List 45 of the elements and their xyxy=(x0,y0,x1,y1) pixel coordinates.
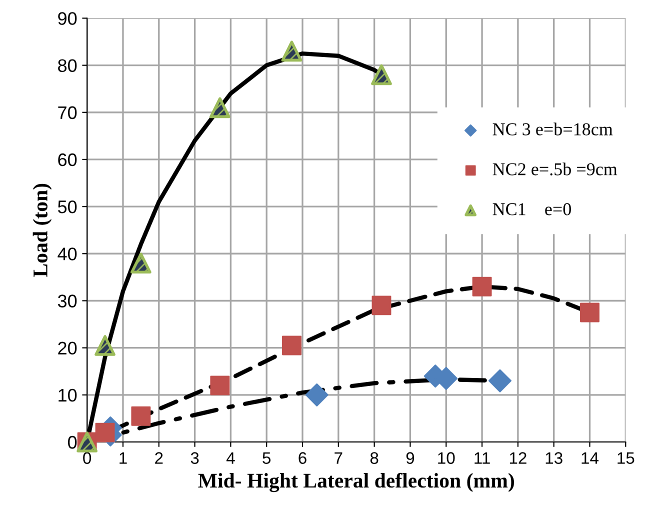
point xyxy=(371,64,392,86)
point xyxy=(372,296,392,316)
y-tick-label: 10 xyxy=(58,388,77,402)
legend-label: NC2 e=.5b =9cm xyxy=(492,162,618,176)
y-tick-label: 50 xyxy=(58,200,77,214)
point xyxy=(131,406,151,426)
x-tick-label: 3 xyxy=(190,452,199,464)
point xyxy=(281,40,302,62)
y-tick-label: 80 xyxy=(58,59,77,72)
x-tick-label: 2 xyxy=(155,452,163,464)
y-tick-label: 20 xyxy=(58,342,77,355)
x-tick-label: 12 xyxy=(510,452,526,464)
point xyxy=(580,302,600,322)
legend-label: NC 3 e=b=18cm xyxy=(492,122,613,136)
x-tick-label: 9 xyxy=(406,452,414,464)
y-axis-title: Load (ton) xyxy=(32,184,52,277)
point xyxy=(94,335,116,356)
x-axis-title: Mid- Hight Lateral deflection (mm) xyxy=(198,472,514,492)
x-tick-label: 1 xyxy=(120,452,127,464)
x-tick-label: 6 xyxy=(298,452,306,464)
x-tick-label: 7 xyxy=(334,452,342,464)
legend-label: NC1 e=0 xyxy=(492,203,571,216)
x-tick-label: 5 xyxy=(262,452,271,464)
x-tick-label: 14 xyxy=(582,452,599,464)
y-tick-label: 90 xyxy=(58,12,77,25)
x-tick-label: 11 xyxy=(474,452,490,464)
y-tick-label: 40 xyxy=(58,248,77,260)
y-tick-label: 0 xyxy=(68,436,77,449)
point xyxy=(282,336,302,356)
x-tick-label: 8 xyxy=(370,452,378,464)
x-tick-label: 0 xyxy=(83,452,92,464)
y-tick-label: 30 xyxy=(58,294,77,308)
x-tick-label: 15 xyxy=(618,452,634,464)
x-tick-label: 13 xyxy=(546,452,562,464)
point xyxy=(305,383,328,406)
point xyxy=(210,97,230,118)
point xyxy=(130,252,152,274)
x-tick-label: 10 xyxy=(438,452,455,464)
y-tick-label: 60 xyxy=(58,153,77,166)
point xyxy=(95,422,115,442)
point xyxy=(210,376,230,396)
x-tick-label: 4 xyxy=(226,452,235,464)
y-tick-label: 70 xyxy=(58,106,77,120)
point xyxy=(472,276,492,296)
point xyxy=(488,369,512,392)
